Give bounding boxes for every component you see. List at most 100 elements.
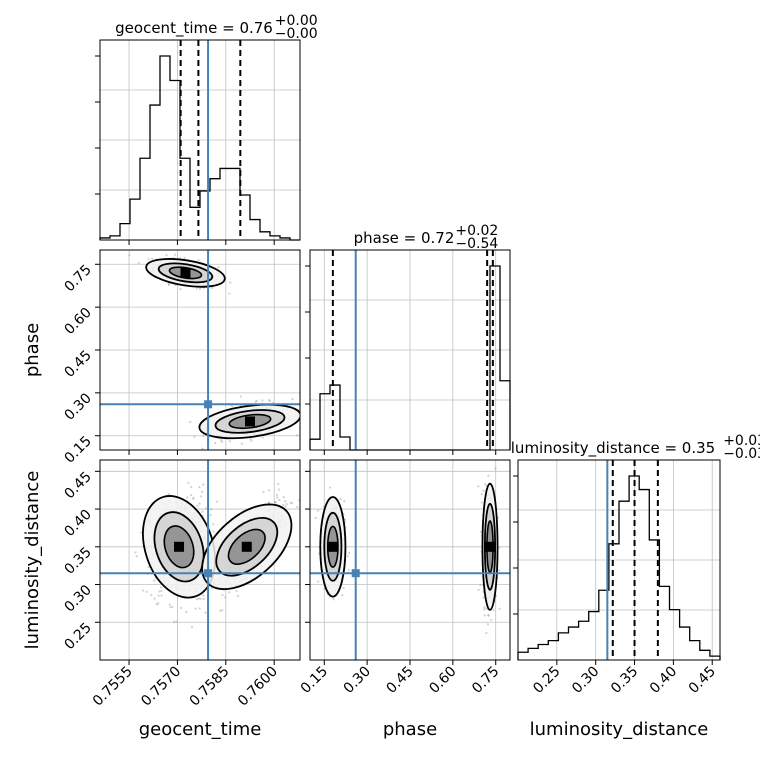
hist-bar [589, 612, 599, 660]
x-tick-label: 0.7555 [90, 664, 136, 710]
panel-frame [99, 249, 301, 451]
sample-point [317, 580, 320, 583]
title-sup: +0.00 [275, 13, 318, 29]
hist-bar [320, 394, 330, 450]
panel-frame [309, 459, 511, 661]
x-tick-label: 0.7585 [187, 664, 233, 710]
sample-point [346, 555, 349, 558]
sample-point [267, 501, 270, 504]
sample-point [201, 447, 204, 450]
truth-marker [204, 400, 213, 409]
panel-content [100, 250, 300, 450]
sample-point [235, 589, 238, 592]
hist-bar [310, 439, 320, 450]
sample-point [261, 399, 264, 402]
density-peak [485, 541, 495, 552]
hist-bar [120, 224, 130, 240]
sample-point [220, 439, 223, 442]
sample-point [487, 474, 490, 477]
sample-point [202, 597, 205, 600]
sample-point [171, 605, 174, 608]
sample-point [296, 434, 299, 437]
sample-point [186, 496, 189, 499]
density-peak [180, 267, 191, 278]
sample-point [274, 501, 277, 504]
sample-point [482, 596, 485, 599]
x-tick-label: 0.7570 [138, 664, 184, 710]
hist-bar [150, 105, 160, 240]
sample-point [487, 614, 490, 617]
title-sub: −0.54 [455, 236, 498, 252]
x-tick-label: 0.25 [530, 664, 563, 697]
sample-point [199, 597, 202, 601]
sample-point [134, 551, 137, 554]
title-sub: −0.00 [275, 26, 318, 42]
sample-point [167, 492, 170, 495]
sample-point [273, 501, 277, 504]
hist-bar [250, 220, 260, 240]
hist-bar [340, 437, 350, 450]
sample-point [174, 253, 177, 256]
sample-point [483, 614, 486, 617]
hist-outline [517, 475, 721, 660]
x-tick-label: 0.35 [608, 664, 641, 697]
title-text: geocent_time = 0.76 [115, 19, 273, 38]
sample-point [316, 509, 320, 512]
sample-point [275, 493, 279, 497]
sample-point [168, 603, 171, 606]
sample-point [204, 611, 207, 614]
sample-point [250, 439, 253, 442]
sample-point [239, 395, 242, 398]
x-tick-label: 0.75 [469, 664, 502, 697]
hist-bar [690, 641, 700, 660]
sample-point [224, 596, 227, 599]
sample-point [210, 508, 213, 511]
sample-point [249, 437, 252, 441]
sample-point [179, 288, 182, 291]
sample-point [291, 501, 294, 505]
sample-point [494, 467, 497, 470]
hist-bar [528, 648, 538, 660]
y-tick-label: 0.40 [61, 507, 94, 540]
sample-point [156, 602, 160, 605]
sample-point [145, 590, 148, 593]
sample-point [183, 256, 186, 259]
sample-point [480, 501, 483, 504]
x-axis-label: geocent_time [139, 719, 262, 740]
sample-point [150, 593, 153, 597]
labels: geocent_time = 0.76 +0.00−0.00 phase = 0.7… [22, 13, 760, 740]
panel-content [100, 460, 300, 660]
density-peak [327, 541, 338, 552]
sample-point [486, 623, 490, 626]
sample-point [228, 292, 231, 295]
sample-point [230, 404, 234, 408]
x-tick-label: 0.30 [341, 664, 374, 697]
y-axis-label: phase [22, 323, 43, 377]
hist-bar [538, 645, 548, 660]
sample-point [291, 397, 294, 401]
sample-point [137, 261, 140, 265]
y-tick-label: 0.30 [61, 582, 94, 615]
hist-bar [210, 179, 220, 240]
hist-outline [99, 55, 300, 241]
x-tick-label: 0.7600 [235, 664, 281, 710]
sample-point [167, 282, 171, 285]
panel-title: luminosity_distance = 0.35 +0.03−0.03 [511, 433, 760, 462]
hist-bar [659, 586, 669, 660]
sample-point [165, 254, 168, 257]
title-sub: −0.03 [723, 446, 760, 462]
sample-point [277, 488, 280, 491]
sample-point [159, 586, 163, 589]
hist-bar [619, 501, 629, 660]
hist-bar [170, 81, 180, 240]
panel-content [310, 460, 510, 660]
y-tick-label: 0.45 [61, 469, 94, 502]
x-tick-label: 0.45 [686, 664, 719, 697]
y-tick-label: 0.45 [61, 348, 94, 381]
panel-frame [517, 459, 721, 661]
sample-point [198, 287, 202, 291]
sample-point [240, 442, 243, 445]
panels [95, 39, 721, 665]
sample-point [221, 440, 224, 443]
x-axis-label: phase [383, 719, 437, 740]
